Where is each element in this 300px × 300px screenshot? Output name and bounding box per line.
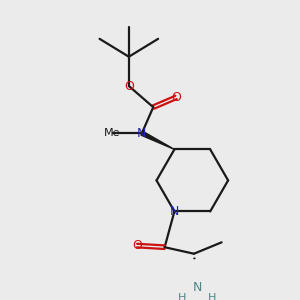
- Text: N: N: [170, 205, 179, 218]
- Text: H: H: [208, 293, 216, 300]
- Text: H: H: [178, 293, 187, 300]
- Text: O: O: [171, 91, 181, 104]
- Text: N: N: [137, 127, 147, 140]
- Text: N: N: [193, 281, 202, 294]
- Text: O: O: [132, 239, 142, 252]
- Text: Me: Me: [104, 128, 121, 138]
- Text: O: O: [124, 80, 134, 92]
- Polygon shape: [141, 131, 174, 149]
